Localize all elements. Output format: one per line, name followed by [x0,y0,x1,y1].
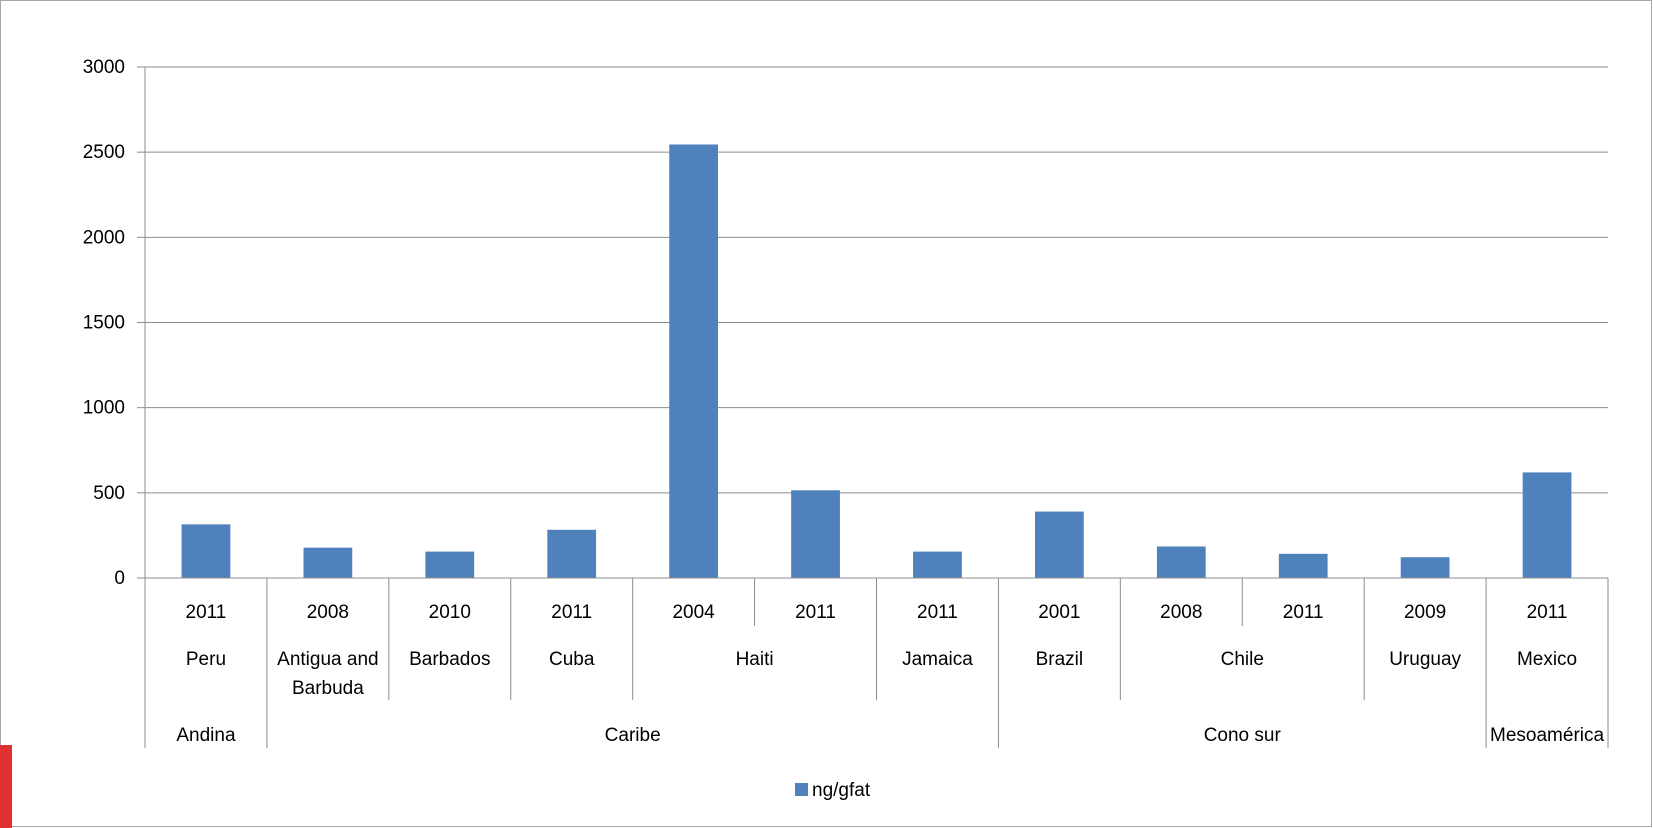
red-edge-decoration [0,745,12,828]
x-year-label: 2011 [1527,602,1568,623]
y-tick-label: 1500 [83,313,125,334]
x-year-label: 2011 [917,602,958,623]
x-category-labels: 2011 2008 2010 2011 2004 2011 2011 2001 2008 2011… [176,602,1604,746]
bar [181,524,231,578]
x-region-label: Caribe [605,725,661,746]
x-year-label: 2008 [307,602,349,623]
x-year-label: 2011 [551,602,592,623]
bar [1034,511,1084,578]
y-tick-label: 1000 [83,398,125,419]
x-year-label: 2011 [186,602,227,623]
y-tick-label: 2000 [83,227,125,248]
x-country-label: Uruguay [1389,649,1461,670]
x-year-label: 2009 [1404,602,1446,623]
bar [913,551,962,578]
bar [669,144,719,579]
bars [181,144,1572,579]
x-year-label: 2004 [672,602,715,623]
x-year-label: 2011 [795,602,836,623]
y-tick-label: 500 [93,483,125,504]
x-country-label: Brazil [1036,649,1084,670]
x-country-label: Antigua and [277,649,378,670]
x-country-label: Cuba [549,649,595,670]
x-year-label: 2008 [1160,602,1202,623]
x-country-label: Haiti [736,649,774,670]
bar [425,551,475,578]
y-tick-label: 3000 [83,57,125,78]
bar [1522,472,1572,578]
bar [791,490,840,578]
x-year-label: 2010 [429,602,471,623]
y-tick-labels: 0 500 1000 1500 2000 2500 3000 [83,57,125,589]
bar [547,529,597,578]
x-country-label: Peru [186,649,226,670]
bar [303,547,353,578]
bar [1156,546,1206,578]
legend-swatch [795,783,808,796]
legend-label: ng/gfat [812,780,871,801]
y-tick-label: 0 [114,568,125,589]
x-country-label: Mexico [1517,649,1577,670]
x-country-label: Barbuda [292,678,364,699]
x-year-label: 2011 [1283,602,1324,623]
x-region-label: Andina [176,725,236,746]
y-tick-label: 2500 [83,142,125,163]
x-country-label: Barbados [409,649,490,670]
axes [137,66,1609,748]
legend: ng/gfat [795,780,871,801]
x-region-label: Mesoamérica [1490,725,1604,746]
bar [1278,553,1328,578]
x-year-label: 2001 [1038,602,1080,623]
x-country-label: Chile [1221,649,1264,670]
gridlines [145,66,1608,494]
x-country-label: Jamaica [902,649,973,670]
x-region-label: Cono sur [1204,725,1282,746]
bar [1400,557,1450,578]
